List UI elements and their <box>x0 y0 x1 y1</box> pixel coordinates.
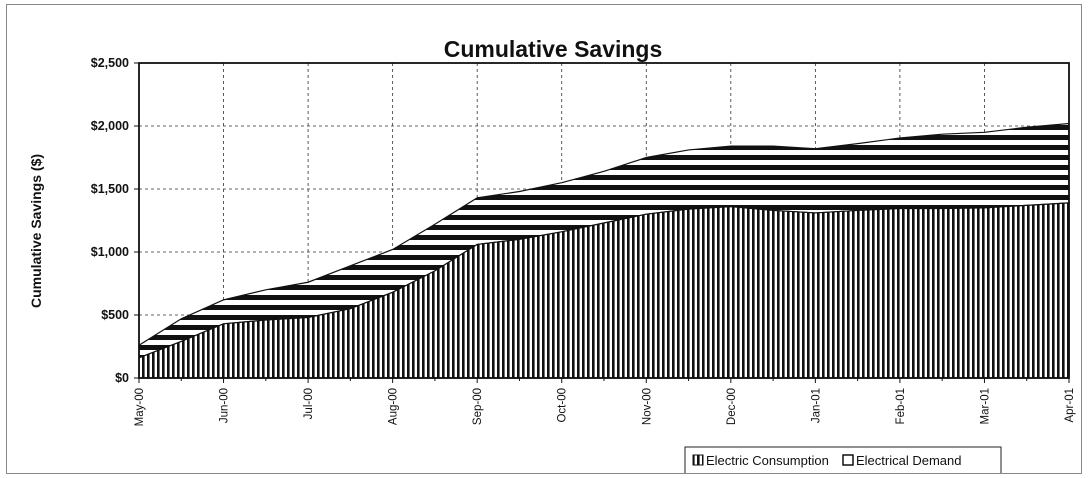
y-tick-labels: $0 $500 $1,000 $1,500 $2,000 $2,500 <box>91 56 129 385</box>
legend-label-electrical-demand: Electrical Demand <box>856 453 962 468</box>
x-tick-label: Dec-00 <box>726 388 738 425</box>
x-tick-label: Mar-01 <box>979 388 991 424</box>
legend-label-electric-consumption: Electric Consumption <box>706 453 829 468</box>
axes <box>134 62 1070 383</box>
y-tick-label: $1,000 <box>91 245 129 259</box>
legend-swatch-electric-consumption <box>692 454 704 466</box>
x-tick-label: Oct-00 <box>557 388 569 423</box>
stacked-areas <box>138 122 1070 379</box>
cumulative-savings-chart: Cumulative Savings Cumulative Savings ($… <box>28 36 1076 475</box>
x-tick-label: Jun-00 <box>219 388 231 423</box>
legend: Electric Consumption Electrical Demand <box>684 446 1002 475</box>
x-tick-label: Feb-01 <box>895 388 907 424</box>
chart-frame: Cumulative Savings Cumulative Savings ($… <box>6 4 1082 475</box>
x-tick-label: Aug-00 <box>388 388 400 425</box>
x-tick-label: Apr-01 <box>1064 388 1076 423</box>
y-tick-label: $500 <box>101 308 129 322</box>
x-tick-label: Jan-01 <box>810 388 822 423</box>
legend-swatch-electrical-demand <box>842 454 854 466</box>
chart-title: Cumulative Savings <box>444 36 663 62</box>
x-tick-label: Jul-00 <box>303 388 315 419</box>
y-axis-label: Cumulative Savings ($) <box>28 154 44 308</box>
x-tick-label: Nov-00 <box>641 388 653 425</box>
y-tick-label: $2,500 <box>91 56 129 70</box>
y-tick-label: $2,000 <box>91 119 129 133</box>
x-tick-labels: May-00 Jun-00 Jul-00 Aug-00 Sep-00 Oct-00 Nov-… <box>134 388 1076 426</box>
area-electric-consumption <box>138 202 1070 379</box>
x-tick-label: Sep-00 <box>472 388 484 425</box>
y-tick-label: $1,500 <box>91 182 129 196</box>
y-tick-label: $0 <box>115 371 129 385</box>
x-tick-label: May-00 <box>134 388 146 426</box>
